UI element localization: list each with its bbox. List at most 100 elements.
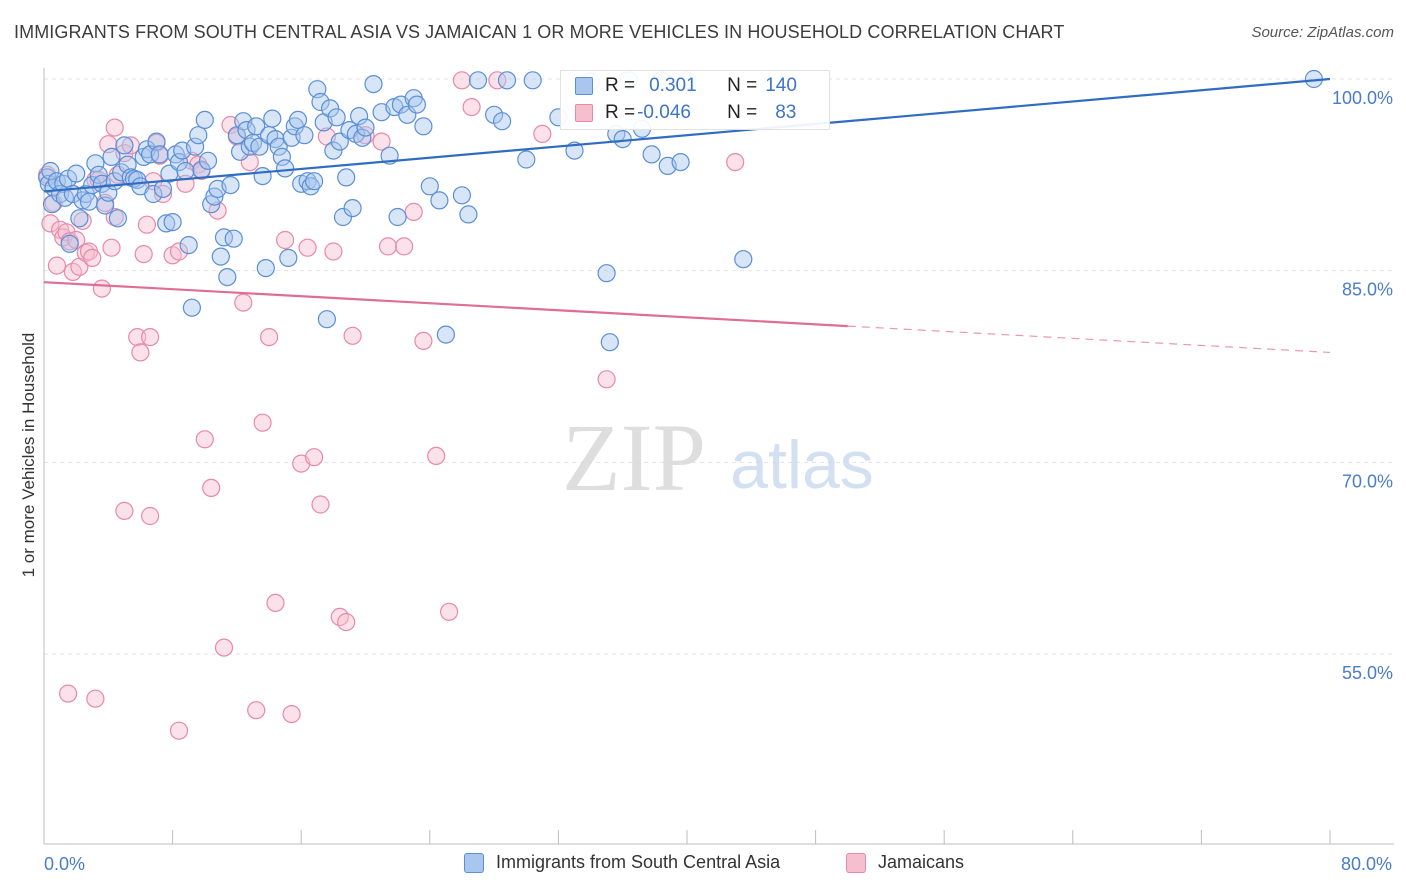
jamaican-point-14 bbox=[83, 248, 102, 267]
trend-line-1 bbox=[43, 281, 848, 328]
legend-label-south-central-asia: Immigrants from South Central Asia bbox=[496, 852, 781, 872]
jamaican-point-17 bbox=[92, 279, 112, 298]
legend-item-south-central-asia[interactable]: Immigrants from South Central Asia bbox=[464, 852, 780, 873]
asia-point-88 bbox=[311, 92, 330, 112]
asia-point-84 bbox=[298, 172, 317, 191]
stats-n-value-blue: 140 bbox=[765, 75, 797, 96]
asia-point-114 bbox=[430, 191, 449, 210]
jamaican-point-3 bbox=[47, 256, 67, 275]
stats-r-label-blue: R = bbox=[605, 75, 636, 96]
asia-point-39 bbox=[153, 179, 173, 198]
asia-point-123 bbox=[523, 71, 542, 90]
jamaican-point-45 bbox=[234, 293, 253, 312]
asia-point-42 bbox=[163, 213, 182, 232]
asia-point-98 bbox=[343, 199, 362, 218]
asia-point-36 bbox=[144, 184, 163, 204]
legend-swatch-pink bbox=[846, 852, 866, 873]
asia-point-136 bbox=[671, 153, 690, 172]
asia-point-71 bbox=[256, 259, 275, 278]
asia-point-73 bbox=[263, 109, 282, 128]
jamaican-point-49 bbox=[260, 328, 279, 347]
jamaican-point-55 bbox=[305, 448, 324, 467]
asia-point-91 bbox=[321, 99, 340, 118]
jamaican-point-42 bbox=[214, 638, 234, 657]
asia-point-59 bbox=[218, 268, 237, 287]
stats-swatch-blue bbox=[575, 77, 593, 95]
asia-point-118 bbox=[468, 71, 488, 90]
jamaican-point-66 bbox=[404, 202, 423, 221]
jamaican-point-48 bbox=[253, 413, 272, 432]
asia-point-130 bbox=[613, 130, 632, 149]
asia-point-116 bbox=[452, 186, 471, 205]
stats-n-label-pink: N = bbox=[727, 102, 758, 123]
asia-point-10 bbox=[60, 234, 79, 253]
stats-r-label-pink: R = bbox=[605, 102, 636, 123]
x-tick-label-0: 0.0% bbox=[44, 854, 85, 874]
asia-point-111 bbox=[407, 95, 426, 114]
jamaican-point-78 bbox=[105, 118, 124, 137]
y-axis-label: 1 or more Vehicles in Household bbox=[19, 333, 38, 578]
asia-point-103 bbox=[364, 74, 383, 94]
y-tick-label-1: 70.0% bbox=[1342, 471, 1393, 491]
stats-row-blue: R = 0.301 N = 140 bbox=[575, 75, 797, 97]
asia-point-52 bbox=[195, 110, 214, 130]
jamaican-point-35 bbox=[169, 242, 189, 261]
jamaican-point-51 bbox=[276, 230, 295, 250]
x-tick-label-1: 80.0% bbox=[1341, 854, 1392, 874]
jamaican-point-70 bbox=[452, 71, 471, 90]
jamaican-point-56 bbox=[311, 495, 330, 514]
asia-point-70 bbox=[253, 167, 272, 186]
jamaican-point-28 bbox=[137, 215, 156, 234]
jamaican-point-52 bbox=[282, 704, 301, 724]
asia-point-138 bbox=[734, 250, 753, 269]
jamaican-point-27 bbox=[134, 245, 153, 264]
y-tick-label-0: 55.0% bbox=[1342, 663, 1393, 683]
jamaican-point-67 bbox=[414, 331, 433, 350]
jamaican-point-39 bbox=[195, 430, 214, 449]
asia-point-18 bbox=[86, 154, 105, 173]
asia-point-58 bbox=[214, 228, 234, 247]
jamaican-point-63 bbox=[372, 132, 391, 151]
stats-r-value-pink: -0.046 bbox=[637, 102, 691, 123]
watermark-zip: ZIP bbox=[562, 404, 706, 511]
watermark-atlas: atlas bbox=[730, 427, 874, 503]
legend-swatch-blue bbox=[464, 852, 484, 873]
jamaican-point-58 bbox=[324, 242, 343, 261]
jamaican-point-69 bbox=[440, 602, 459, 621]
stats-n-label-blue: N = bbox=[727, 75, 758, 96]
asia-point-90 bbox=[317, 310, 336, 329]
jamaican-point-20 bbox=[102, 238, 121, 257]
asia-point-61 bbox=[224, 229, 243, 248]
chart-title: IMMIGRANTS FROM SOUTH CENTRAL ASIA VS JA… bbox=[14, 22, 1065, 42]
asia-point-100 bbox=[350, 106, 369, 126]
jamaican-point-81 bbox=[169, 721, 189, 740]
jamaican-point-75 bbox=[726, 153, 745, 172]
jamaican-point-33 bbox=[153, 184, 173, 204]
stats-legend: R = 0.301 N = 140 R = -0.046 N = 83 bbox=[560, 70, 830, 130]
stats-swatch-pink bbox=[575, 104, 593, 122]
asia-point-77 bbox=[276, 159, 295, 178]
asia-point-127 bbox=[597, 264, 616, 283]
stats-r-value-blue: 0.301 bbox=[649, 75, 697, 96]
jamaican-point-73 bbox=[533, 124, 552, 143]
jamaican-point-80 bbox=[141, 506, 160, 526]
trend-line-dashed-1 bbox=[847, 325, 1331, 354]
asia-point-17 bbox=[83, 176, 102, 195]
asia-point-92 bbox=[324, 141, 343, 160]
jamaican-point-25 bbox=[128, 328, 147, 347]
stats-row-pink: R = -0.046 N = 83 bbox=[575, 102, 796, 124]
jamaican-point-62 bbox=[356, 126, 375, 145]
asia-point-128 bbox=[600, 333, 619, 352]
jamaican-point-29 bbox=[141, 328, 160, 347]
bottom-legend: Immigrants from South Central Asia Jamai… bbox=[0, 848, 1406, 882]
jamaican-point-72 bbox=[488, 71, 507, 90]
asia-point-16 bbox=[79, 192, 99, 211]
jamaican-point-71 bbox=[462, 97, 481, 117]
asia-point-46 bbox=[176, 161, 195, 181]
legend-item-jamaicans[interactable]: Jamaicans bbox=[846, 852, 964, 873]
asia-point-86 bbox=[305, 172, 324, 191]
asia-point-22 bbox=[99, 183, 118, 202]
asia-point-13 bbox=[70, 209, 89, 228]
asia-point-83 bbox=[295, 126, 314, 145]
